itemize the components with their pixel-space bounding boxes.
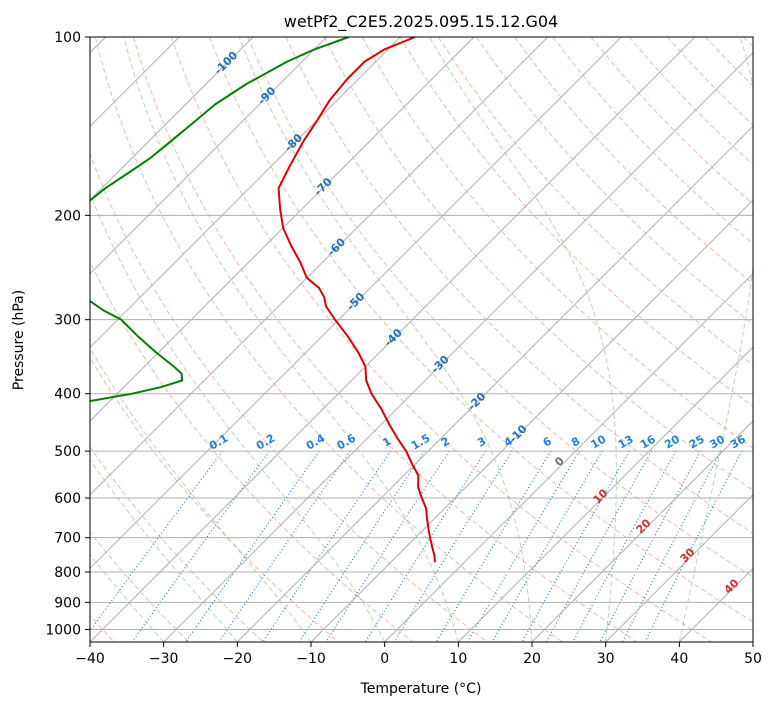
x-axis-title: Temperature (°C) bbox=[360, 681, 482, 697]
dry-adiabat bbox=[94, 37, 563, 642]
isotherm bbox=[90, 37, 254, 201]
mixing-ratio-line bbox=[545, 450, 653, 642]
y-tick-label: 700 bbox=[54, 531, 81, 547]
y-tick-label: 600 bbox=[54, 491, 81, 507]
y-tick-label: 100 bbox=[54, 30, 81, 46]
isotherm bbox=[384, 272, 753, 642]
x-tick-label: 20 bbox=[523, 651, 541, 667]
isotherm bbox=[90, 37, 622, 570]
y-tick-label: 500 bbox=[54, 444, 81, 460]
y-tick-label: 1000 bbox=[45, 622, 81, 638]
plot-background bbox=[90, 37, 753, 642]
isotherm bbox=[531, 420, 753, 642]
moist-adiabat bbox=[90, 347, 312, 642]
mixing-ratio-line bbox=[364, 450, 486, 642]
moist-adiabat bbox=[428, 37, 617, 642]
isotherm bbox=[457, 346, 753, 642]
x-axis: −40 −30 −20 −10 0 10 20 30 40 50 bbox=[75, 642, 762, 667]
chart-title: wetPf2_C2E5.2025.095.15.12.G04 bbox=[284, 12, 558, 32]
x-tick-label: 50 bbox=[744, 651, 762, 667]
moist-adiabat bbox=[123, 37, 459, 642]
isotherm bbox=[90, 37, 475, 422]
dry-adiabat bbox=[90, 531, 190, 642]
moist-adiabat bbox=[90, 553, 165, 642]
x-tick-label: 10 bbox=[449, 651, 467, 667]
mixing-ratio-line bbox=[218, 450, 351, 642]
x-tick-label: −10 bbox=[296, 651, 326, 667]
mixing-ratio-line bbox=[298, 450, 425, 642]
mixing-ratio-line bbox=[572, 450, 677, 642]
moist-adiabat bbox=[678, 37, 753, 642]
y-tick-label: 400 bbox=[54, 387, 81, 403]
dry-adiabat bbox=[132, 37, 638, 642]
dry-adiabat bbox=[476, 37, 753, 325]
x-tick-label: −20 bbox=[223, 651, 253, 667]
dry-adiabat bbox=[323, 37, 753, 491]
isotherm bbox=[90, 37, 328, 275]
x-tick-label: −30 bbox=[149, 651, 179, 667]
moist-adiabat bbox=[238, 37, 533, 642]
mixing-ratio-line bbox=[491, 450, 603, 642]
plot-frame bbox=[89, 36, 754, 643]
isotherm bbox=[236, 125, 753, 642]
mixing-ratio-line bbox=[599, 450, 702, 642]
profile-lines bbox=[90, 37, 436, 563]
mixing-ratio-line bbox=[621, 450, 722, 642]
temperature-line bbox=[277, 37, 436, 563]
isotherm bbox=[752, 641, 753, 642]
isotherm bbox=[90, 37, 549, 496]
y-tick-label: 300 bbox=[54, 313, 81, 329]
mixing-ratio-line bbox=[185, 450, 320, 642]
x-tick-label: 0 bbox=[380, 651, 389, 667]
y-tick-label: 800 bbox=[54, 565, 81, 581]
isotherm bbox=[90, 37, 401, 349]
x-tick-label: 30 bbox=[597, 651, 615, 667]
y-tick-label: 200 bbox=[54, 208, 81, 224]
x-tick-label: −40 bbox=[75, 651, 105, 667]
dry-adiabat bbox=[437, 37, 753, 366]
dry-adiabat bbox=[285, 37, 753, 535]
y-tick-label: 900 bbox=[54, 595, 81, 611]
isotherm bbox=[90, 37, 696, 642]
isotherm bbox=[605, 493, 753, 642]
dry-adiabat bbox=[399, 37, 753, 407]
y-axis: 100 200 300 400 500 600 700 800 900 1000 bbox=[45, 30, 90, 638]
dry-adiabat bbox=[209, 37, 753, 623]
moist-adiabat bbox=[90, 192, 386, 642]
y-axis-title: Pressure (hPa) bbox=[11, 290, 27, 390]
x-tick-label: 40 bbox=[670, 651, 688, 667]
isotherm bbox=[163, 51, 753, 642]
dry-adiabat bbox=[90, 260, 414, 642]
dry-adiabat bbox=[514, 37, 753, 285]
mixing-ratio-line bbox=[90, 450, 223, 632]
dry-adiabat bbox=[90, 152, 488, 642]
dry-adiabat bbox=[171, 37, 712, 642]
dry-adiabat bbox=[90, 446, 264, 642]
isotherm bbox=[310, 199, 753, 642]
dry-adiabat bbox=[247, 37, 753, 578]
background-lines bbox=[90, 37, 753, 642]
mixing-ratio-line bbox=[521, 450, 631, 642]
